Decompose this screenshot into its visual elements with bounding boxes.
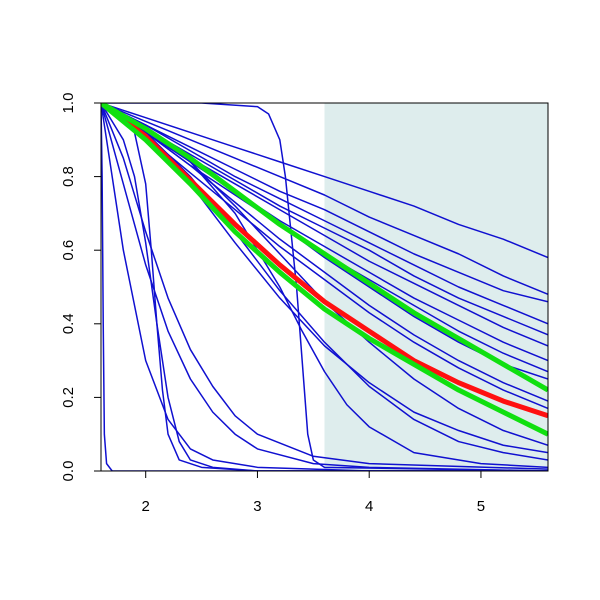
x-tick-label: 5 <box>477 498 485 515</box>
series-line <box>101 103 548 410</box>
series-line <box>101 103 548 470</box>
y-tick-label: 0.2 <box>60 387 77 408</box>
x-tick-label: 2 <box>142 498 150 515</box>
series-line <box>101 103 548 469</box>
series-line <box>101 103 548 471</box>
series-line <box>101 103 548 437</box>
plot-frame <box>100 102 549 472</box>
y-tick-label: 0.4 <box>60 313 77 334</box>
series-line <box>101 103 548 402</box>
y-tick-label: 0.6 <box>60 240 77 261</box>
series-line <box>101 103 548 393</box>
y-tick-label: 0.0 <box>60 461 77 482</box>
y-tick-label: 1.0 <box>60 93 77 114</box>
x-tick-label: 4 <box>365 498 373 515</box>
series-line <box>101 103 548 461</box>
x-tick-label: 3 <box>253 498 261 515</box>
series-line <box>101 103 548 419</box>
series-line <box>101 103 548 303</box>
series-line <box>101 103 548 259</box>
y-tick-label: 0.8 <box>60 166 77 187</box>
series-line <box>101 103 548 471</box>
plot-area <box>101 103 548 471</box>
series-line <box>101 103 548 362</box>
series-line <box>101 103 548 471</box>
series-line <box>101 103 548 296</box>
series-line <box>101 103 548 471</box>
series-line <box>101 103 548 325</box>
